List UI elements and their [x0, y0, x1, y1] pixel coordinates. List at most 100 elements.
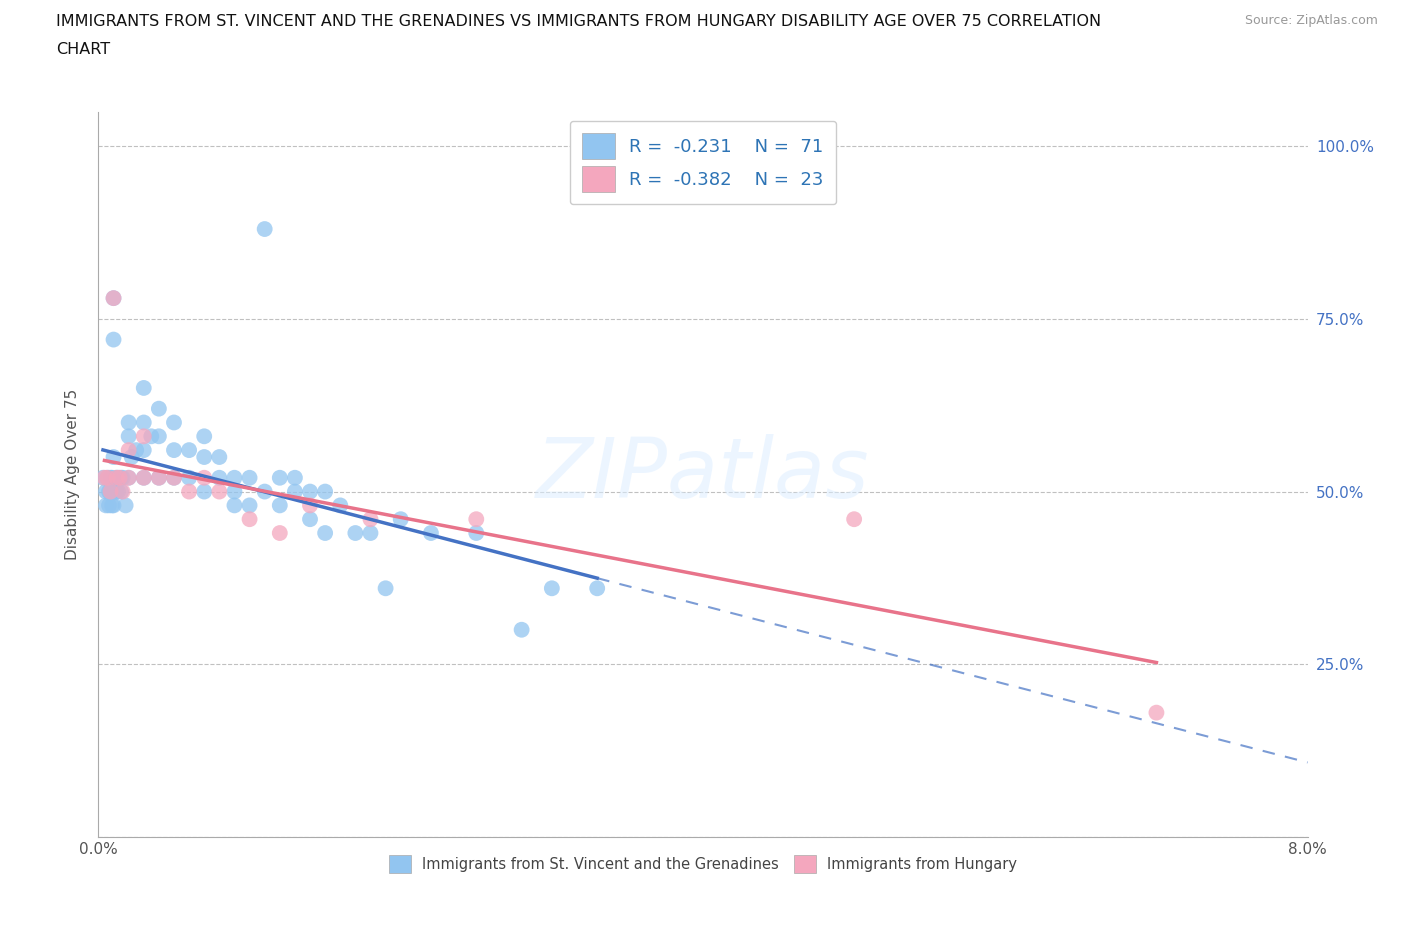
Text: ZIPatlas: ZIPatlas	[536, 433, 870, 515]
Point	[329, 498, 352, 512]
Point	[284, 471, 307, 485]
Point	[132, 429, 155, 444]
Point	[360, 525, 382, 540]
Point	[314, 525, 336, 540]
Point	[253, 485, 276, 499]
Point	[114, 498, 136, 512]
Point	[299, 512, 322, 526]
Point	[224, 471, 246, 485]
Point	[179, 443, 201, 458]
Point	[389, 512, 412, 526]
Point	[193, 471, 215, 485]
Point	[163, 471, 186, 485]
Point	[98, 485, 121, 499]
Point	[105, 471, 128, 485]
Point	[1146, 705, 1168, 720]
Point	[193, 429, 215, 444]
Point	[163, 471, 186, 485]
Point	[108, 471, 131, 485]
Point	[105, 471, 128, 485]
Point	[586, 581, 609, 596]
Text: Source: ZipAtlas.com: Source: ZipAtlas.com	[1244, 14, 1378, 27]
Point	[208, 449, 231, 464]
Point	[100, 471, 122, 485]
Point	[179, 471, 201, 485]
Point	[269, 471, 291, 485]
Point	[179, 485, 201, 499]
Point	[103, 449, 125, 464]
Point	[94, 498, 117, 512]
Point	[193, 485, 215, 499]
Point	[110, 471, 132, 485]
Point	[96, 471, 118, 485]
Point	[105, 485, 128, 499]
Point	[100, 485, 122, 499]
Point	[193, 449, 215, 464]
Point	[420, 525, 443, 540]
Point	[208, 471, 231, 485]
Point	[98, 498, 121, 512]
Point	[132, 415, 155, 430]
Point	[148, 401, 170, 416]
Point	[844, 512, 866, 526]
Point	[269, 498, 291, 512]
Point	[96, 471, 118, 485]
Point	[118, 443, 141, 458]
Point	[118, 471, 141, 485]
Point	[148, 471, 170, 485]
Point	[239, 498, 262, 512]
Point	[344, 525, 367, 540]
Point	[299, 485, 322, 499]
Point	[132, 380, 155, 395]
Point	[101, 498, 124, 512]
Point	[163, 415, 186, 430]
Point	[100, 485, 122, 499]
Point	[465, 512, 488, 526]
Point	[163, 443, 186, 458]
Point	[148, 471, 170, 485]
Point	[118, 415, 141, 430]
Point	[103, 291, 125, 306]
Point	[94, 485, 117, 499]
Point	[314, 485, 336, 499]
Point	[141, 429, 163, 444]
Point	[253, 221, 276, 236]
Point	[103, 291, 125, 306]
Point	[360, 512, 382, 526]
Point	[148, 429, 170, 444]
Point	[208, 485, 231, 499]
Point	[111, 485, 134, 499]
Point	[107, 471, 129, 485]
Point	[107, 485, 129, 499]
Point	[93, 471, 115, 485]
Point	[118, 471, 141, 485]
Point	[540, 581, 562, 596]
Point	[224, 498, 246, 512]
Point	[374, 581, 396, 596]
Point	[103, 485, 125, 499]
Point	[299, 498, 322, 512]
Point	[103, 332, 125, 347]
Point	[118, 429, 141, 444]
Point	[110, 485, 132, 499]
Point	[111, 471, 134, 485]
Legend: Immigrants from St. Vincent and the Grenadines, Immigrants from Hungary: Immigrants from St. Vincent and the Gren…	[381, 848, 1025, 881]
Point	[132, 471, 155, 485]
Point	[132, 471, 155, 485]
Point	[239, 471, 262, 485]
Point	[132, 443, 155, 458]
Point	[125, 443, 148, 458]
Point	[284, 485, 307, 499]
Point	[101, 471, 124, 485]
Point	[121, 449, 143, 464]
Point	[224, 485, 246, 499]
Y-axis label: Disability Age Over 75: Disability Age Over 75	[65, 389, 80, 560]
Point	[103, 498, 125, 512]
Point	[239, 512, 262, 526]
Point	[510, 622, 533, 637]
Point	[269, 525, 291, 540]
Text: CHART: CHART	[56, 42, 110, 57]
Text: IMMIGRANTS FROM ST. VINCENT AND THE GRENADINES VS IMMIGRANTS FROM HUNGARY DISABI: IMMIGRANTS FROM ST. VINCENT AND THE GREN…	[56, 14, 1101, 29]
Point	[91, 471, 114, 485]
Point	[465, 525, 488, 540]
